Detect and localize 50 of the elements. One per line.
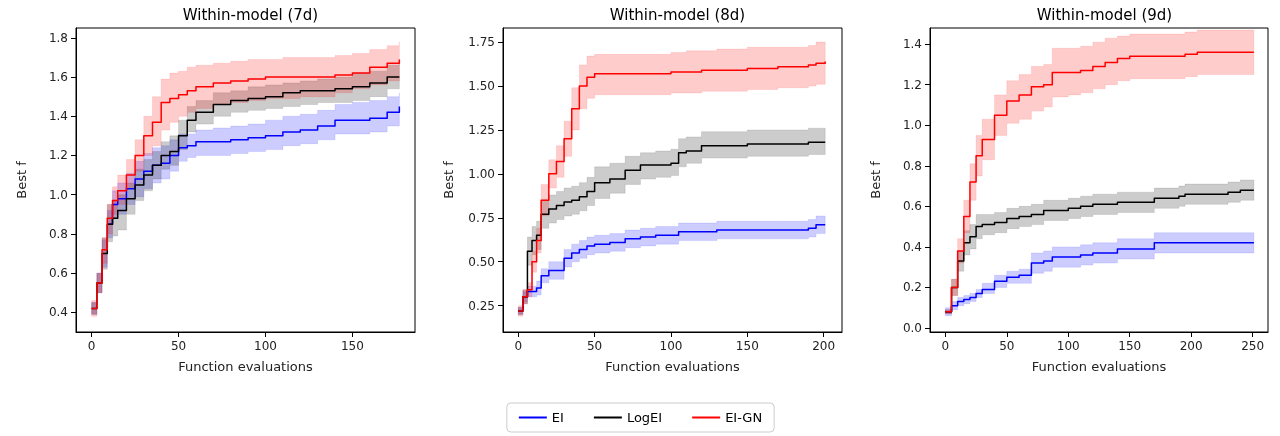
legend-label: LogEI [626, 410, 663, 425]
legend-label: EI [551, 410, 564, 425]
y-tick-label: 0.4 [902, 239, 922, 254]
y-tick-label: 1.4 [902, 37, 922, 52]
y-tick-label: 0.4 [48, 305, 68, 320]
x-tick-label: 250 [1241, 339, 1265, 353]
x-tick-label: 200 [1179, 339, 1203, 353]
y-tick-label: 1.2 [48, 148, 68, 163]
y-tick-label: 0.0 [902, 320, 922, 335]
y-tick-label: 1.50 [468, 78, 495, 93]
y-tick-label: 1.00 [468, 166, 495, 181]
y-tick-label: 1.4 [48, 109, 68, 124]
legend-label: EI-GN [725, 410, 763, 425]
x-tick-label: 50 [170, 339, 187, 353]
y-tick-label: 0.75 [468, 210, 495, 225]
x-tick-label: 50 [586, 339, 603, 353]
y-tick-label: 1.75 [468, 35, 495, 50]
x-tick-label: 100 [1056, 339, 1080, 353]
y-tick-label: 0.25 [468, 298, 495, 313]
x-tick-label: 150 [735, 339, 759, 353]
y-tick-label: 1.8 [48, 30, 68, 45]
x-tick-label: 150 [1118, 339, 1142, 353]
x-tick-label: 100 [254, 339, 277, 353]
x-axis-title: Function evaluations [605, 359, 741, 374]
x-tick-label: 150 [340, 339, 364, 353]
y-tick-label: 1.2 [902, 77, 922, 92]
y-tick-label: 0.50 [468, 254, 495, 269]
chart-title: Within-model (8d) [609, 5, 746, 24]
y-tick-label: 1.0 [48, 187, 68, 202]
y-tick-label: 0.8 [48, 226, 68, 241]
y-axis-title: Best f [14, 160, 29, 199]
y-axis-title: Best f [441, 160, 456, 199]
x-tick-label: 0 [514, 339, 523, 353]
y-tick-label: 0.2 [902, 280, 922, 295]
x-tick-label: 50 [999, 339, 1015, 353]
x-tick-label: 0 [941, 339, 950, 353]
x-tick-label: 100 [659, 339, 683, 353]
y-tick-label: 0.8 [902, 158, 922, 173]
x-tick-label: 200 [812, 339, 836, 353]
y-tick-label: 1.6 [48, 70, 68, 85]
x-axis-title: Function evaluations [1031, 359, 1167, 374]
y-tick-label: 0.6 [48, 266, 68, 281]
y-tick-label: 1.0 [902, 118, 922, 133]
chart-title: Within-model (7d) [182, 5, 319, 24]
y-tick-label: 0.6 [902, 199, 922, 214]
x-axis-title: Function evaluations [178, 359, 314, 374]
chart-title: Within-model (9d) [1036, 5, 1173, 24]
y-tick-label: 1.25 [468, 122, 495, 137]
y-axis-title: Best f [868, 160, 883, 199]
x-tick-label: 0 [87, 339, 96, 353]
